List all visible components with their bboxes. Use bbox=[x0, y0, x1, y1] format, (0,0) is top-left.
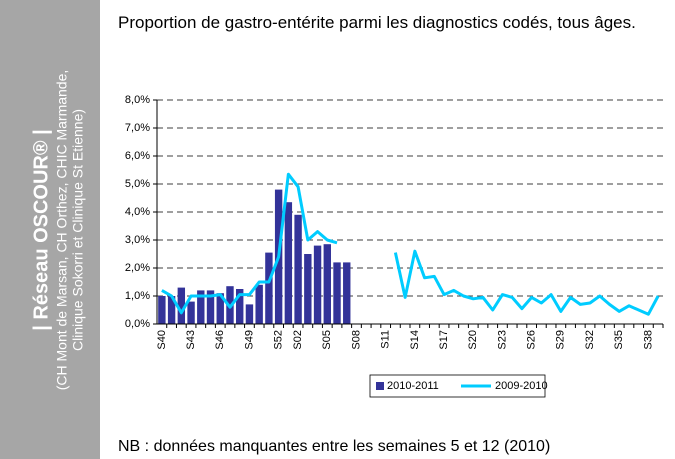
bar bbox=[255, 284, 263, 324]
y-tick-label: 6,0% bbox=[125, 150, 150, 162]
legend-swatch bbox=[376, 382, 384, 390]
bar bbox=[265, 252, 273, 324]
bar bbox=[197, 290, 205, 324]
bar bbox=[236, 289, 244, 324]
sidebar-subtitle: (CH Mont de Marsan, CH Orthez, CHIC Marm… bbox=[54, 70, 70, 391]
x-tick-label: S26 bbox=[526, 330, 538, 350]
bar bbox=[284, 202, 293, 324]
y-tick-label: 2,0% bbox=[125, 262, 150, 274]
x-tick-label: S11 bbox=[380, 330, 392, 349]
y-tick-label: 7,0% bbox=[125, 122, 150, 134]
y-tick-label: 4,0% bbox=[125, 206, 150, 218]
bar bbox=[177, 287, 186, 324]
x-tick-label: S17 bbox=[438, 330, 450, 350]
bar bbox=[245, 304, 254, 324]
bar bbox=[216, 293, 224, 324]
sidebar-title: | Réseau OSCOUR® | bbox=[30, 129, 52, 331]
x-tick-label: S40 bbox=[156, 330, 168, 350]
x-tick-label: S46 bbox=[214, 330, 226, 350]
x-tick-label: S08 bbox=[350, 330, 362, 350]
legend-box bbox=[369, 374, 546, 398]
x-tick-label: S43 bbox=[185, 330, 197, 350]
y-tick-label: 3,0% bbox=[125, 234, 150, 246]
bar bbox=[167, 296, 176, 324]
x-tick-label: S20 bbox=[467, 330, 479, 350]
note: NB : données manquantes entre les semain… bbox=[118, 438, 551, 455]
legend-label: 2010-2011 bbox=[387, 380, 439, 392]
x-tick-label: S05 bbox=[321, 330, 333, 350]
bar bbox=[294, 214, 302, 324]
x-tick-label: S02 bbox=[292, 330, 304, 350]
x-tick-label: S38 bbox=[642, 330, 654, 350]
x-tick-label: S29 bbox=[555, 330, 567, 350]
x-tick-label: S23 bbox=[496, 330, 508, 350]
x-tick-label: S35 bbox=[613, 330, 625, 350]
bar bbox=[158, 296, 166, 324]
bar bbox=[206, 290, 215, 324]
line bbox=[161, 172, 660, 316]
x-tick-label: S14 bbox=[409, 330, 421, 350]
y-tick-label: 1,0% bbox=[125, 290, 150, 302]
bar bbox=[343, 262, 351, 324]
x-tick-label: S32 bbox=[584, 330, 596, 350]
x-tick-label: S52 bbox=[273, 330, 285, 350]
legend-label: 2009-2010 bbox=[495, 380, 548, 392]
chart-title: Proportion de gastro-entérite parmi les … bbox=[118, 13, 636, 32]
y-tick-label: 5,0% bbox=[125, 178, 150, 190]
bar bbox=[333, 262, 341, 324]
bar bbox=[313, 245, 322, 324]
sidebar-subtitle: Clinique Sokorri et Clinique St Etienne) bbox=[70, 109, 86, 351]
x-tick-label: S49 bbox=[243, 330, 255, 350]
y-tick-label: 0,0% bbox=[125, 318, 150, 330]
bar bbox=[304, 254, 312, 324]
y-tick-label: 8,0% bbox=[125, 94, 150, 106]
sidebar bbox=[0, 0, 100, 459]
bar bbox=[187, 301, 195, 324]
bar bbox=[323, 244, 331, 324]
sidebar-text: | Réseau OSCOUR® | (CH Mont de Marsan, C… bbox=[30, 70, 85, 391]
